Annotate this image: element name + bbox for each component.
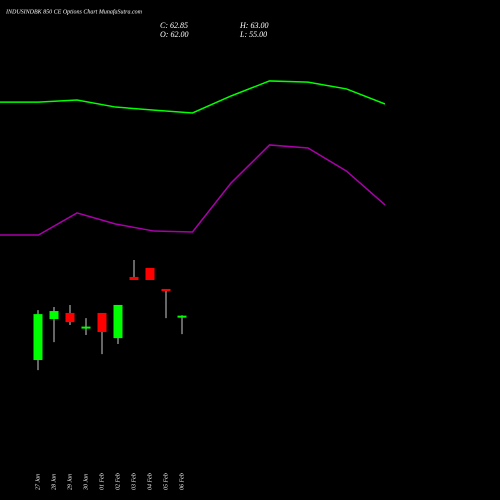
ohlc-open: O: 62.00 — [160, 30, 188, 39]
x-tick-label: 03 Feb — [131, 473, 137, 490]
x-tick-label: 02 Feb — [115, 473, 121, 490]
x-tick-label: 29 Jan — [67, 474, 73, 490]
candle-body — [161, 288, 171, 292]
x-tick-label: 04 Feb — [146, 473, 153, 490]
x-tick-label: 28 Jan — [51, 474, 57, 490]
x-tick-label: 06 Feb — [179, 473, 185, 490]
candle-body — [49, 311, 59, 320]
ohlc-high: H: 63.00 — [239, 21, 268, 30]
ohlc-low: L: 55.00 — [239, 30, 267, 39]
indicator-line — [0, 80, 386, 114]
candle-body — [65, 312, 75, 323]
candle-body — [129, 276, 139, 280]
x-tick-label: 01 Feb — [99, 473, 105, 490]
x-tick-label: 30 Jan — [83, 474, 89, 491]
candle-body — [33, 314, 43, 360]
candle-body — [97, 312, 107, 332]
x-tick-label: 27 Jan — [35, 474, 41, 490]
candle-body — [145, 268, 155, 280]
candle-body — [177, 315, 187, 318]
indicator-line — [0, 144, 386, 236]
ohlc-close: C: 62.85 — [160, 21, 188, 30]
candle-body — [81, 326, 91, 329]
x-tick-label: 05 Feb — [163, 473, 169, 490]
candle-body — [113, 304, 123, 339]
chart-title: INDUSINDBK 850 CE Options Chart MunafaSu… — [5, 8, 143, 15]
